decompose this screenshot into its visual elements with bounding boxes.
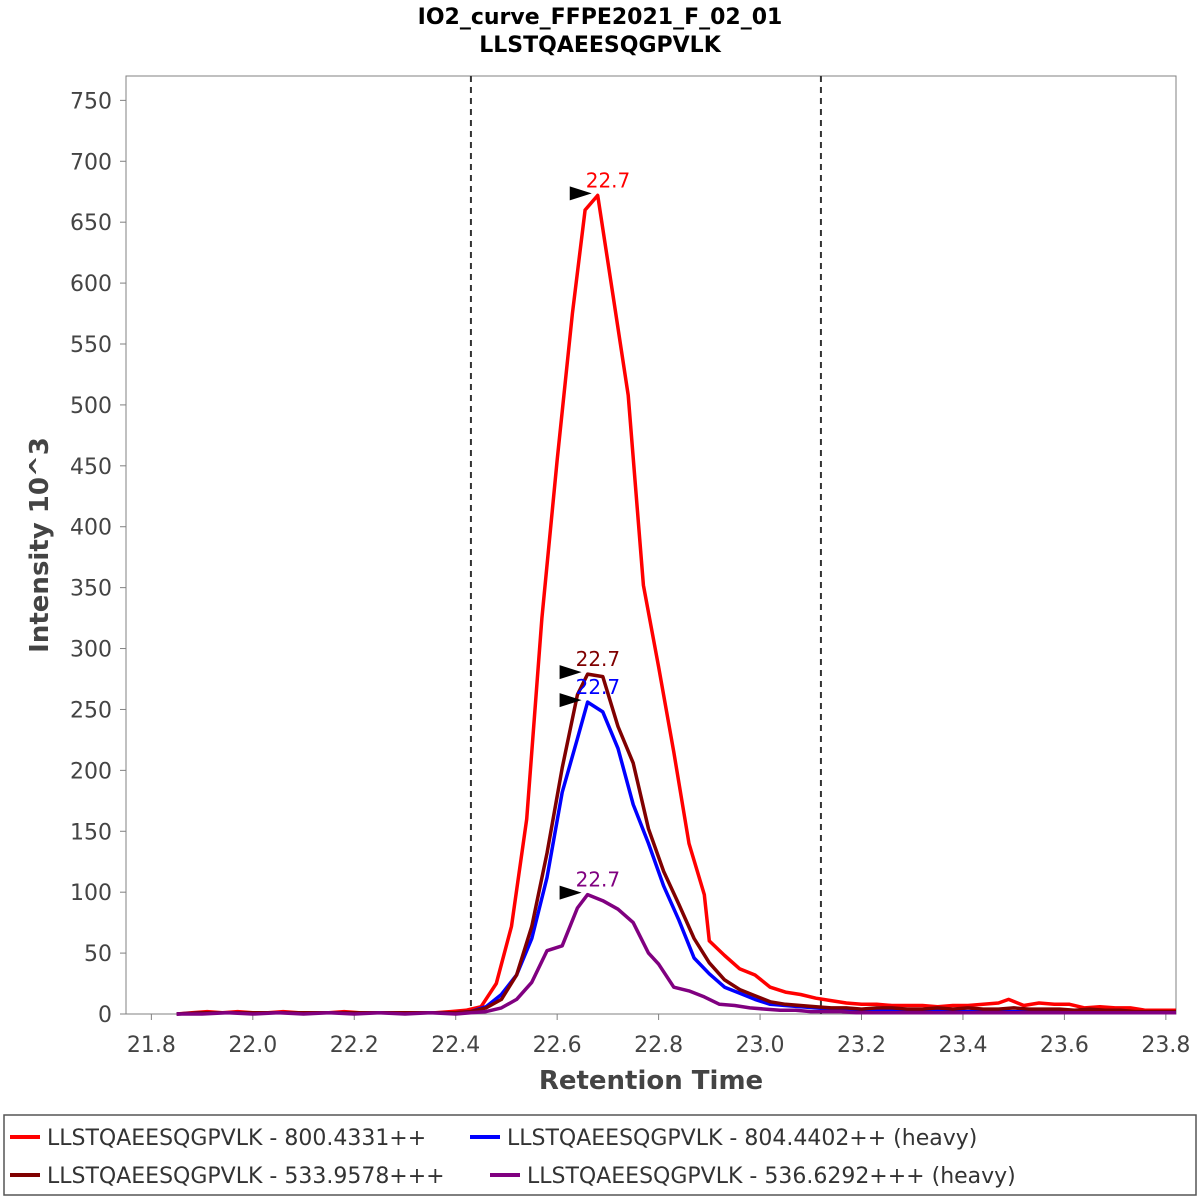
y-axis-label: Intensity 10^3 — [25, 437, 55, 653]
x-tick-label: 22.4 — [431, 1033, 480, 1058]
x-axis-label: Retention Time — [539, 1066, 763, 1096]
x-tick-label: 23.8 — [1141, 1033, 1190, 1058]
plot-area — [125, 75, 1177, 1015]
legend-label: LLSTQAEESQGPVLK - 804.4402++ (heavy) — [507, 1126, 977, 1151]
peak-markers: 22.7 22.7 22.7 22.7 — [559, 168, 631, 900]
x-tick-label: 22.6 — [533, 1033, 582, 1058]
x-tick-label: 23.4 — [938, 1033, 987, 1058]
peak-arrow — [559, 885, 582, 900]
x-tick-label: 21.8 — [127, 1033, 176, 1058]
integration-boundaries — [469, 76, 822, 1014]
x-tick-label: 23.2 — [837, 1033, 886, 1058]
legend-box — [3, 1114, 1197, 1196]
y-tick-label: 700 — [70, 150, 112, 175]
x-tick-label: 22.8 — [634, 1033, 683, 1058]
peak-arrow — [559, 693, 582, 708]
legend-label: LLSTQAEESQGPVLK - 536.6292+++ (heavy) — [527, 1164, 1016, 1189]
y-tick-label: 400 — [70, 516, 112, 541]
x-tick-label: 22.2 — [330, 1033, 379, 1058]
peak-label: 22.7 — [576, 675, 621, 699]
y-axis: 0 50 100 150 200 250 300 350 400 450 500 550 600 650 7… — [70, 89, 126, 1028]
peak-label: 22.7 — [576, 647, 621, 671]
y-tick-label: 450 — [70, 455, 112, 480]
y-tick-label: 750 — [70, 89, 112, 114]
x-tick-label: 23.0 — [736, 1033, 785, 1058]
legend: LLSTQAEESQGPVLK - 800.4331++ LLSTQAEESQGP… — [10, 1126, 1016, 1189]
series-lines — [176, 193, 1176, 1016]
y-tick-label: 0 — [98, 1003, 112, 1028]
peak-label: 22.7 — [576, 868, 621, 892]
x-axis: 21.8 22.0 22.2 22.4 22.6 22.8 23.0 23.2 23.4 23.6… — [127, 1014, 1190, 1058]
y-tick-label: 500 — [70, 394, 112, 419]
y-tick-label: 250 — [70, 698, 112, 723]
chart-title: IO2_curve_FFPE2021_F_02_01 — [418, 5, 783, 30]
series-line — [176, 892, 1176, 1016]
y-tick-label: 550 — [70, 333, 112, 358]
y-tick-label: 100 — [70, 881, 112, 906]
y-tick-label: 200 — [70, 759, 112, 784]
legend-label: LLSTQAEESQGPVLK - 800.4331++ — [47, 1126, 426, 1151]
y-tick-label: 600 — [70, 272, 112, 297]
y-tick-label: 50 — [84, 942, 112, 967]
peak-label: 22.7 — [586, 168, 631, 192]
y-tick-label: 350 — [70, 577, 112, 602]
peak-arrow — [569, 186, 592, 201]
legend-label: LLSTQAEESQGPVLK - 533.9578+++ — [47, 1164, 445, 1189]
chart-subtitle: LLSTQAEESQGPVLK — [479, 33, 721, 58]
y-tick-label: 650 — [70, 211, 112, 236]
peak-arrow — [559, 665, 582, 680]
y-tick-label: 150 — [70, 820, 112, 845]
x-tick-label: 23.6 — [1040, 1033, 1089, 1058]
x-tick-label: 22.0 — [228, 1033, 277, 1058]
y-tick-label: 300 — [70, 638, 112, 663]
